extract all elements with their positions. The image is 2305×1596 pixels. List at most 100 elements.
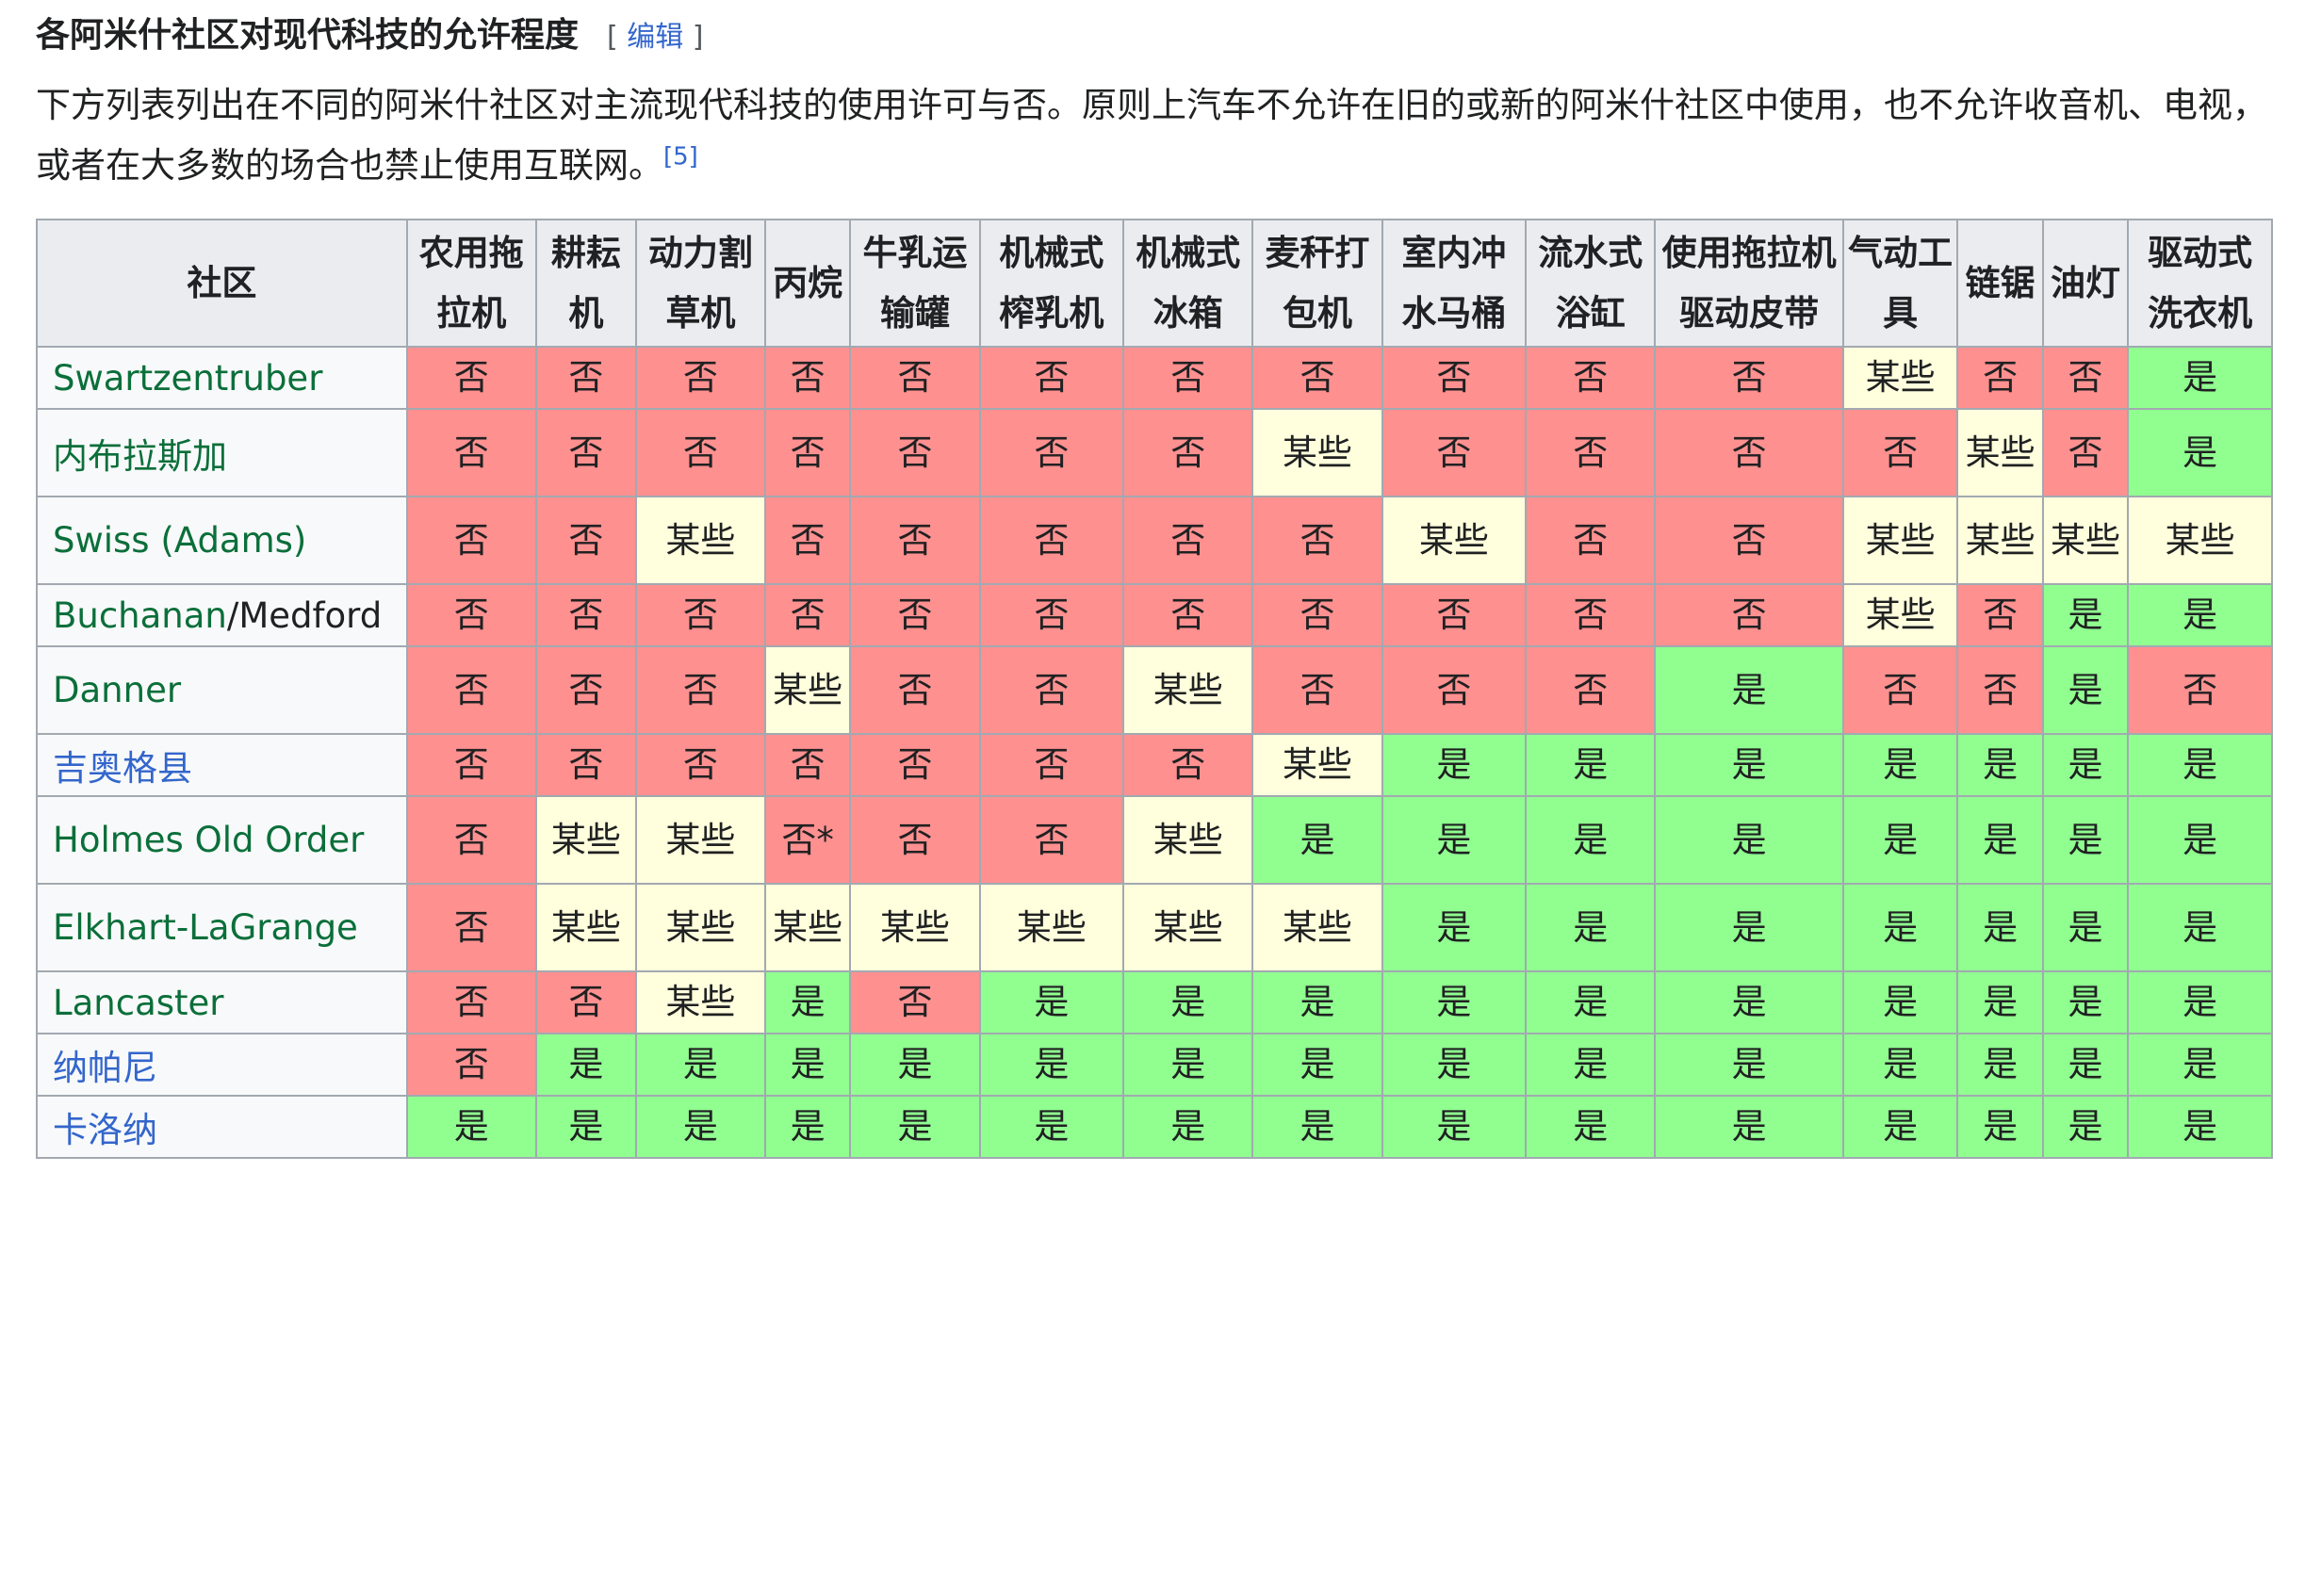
community-link[interactable]: Medford [238, 594, 383, 636]
table-cell: 某些 [1841, 583, 1959, 647]
table-cell: 是 [763, 1095, 852, 1159]
table-cell: 否 [763, 583, 852, 647]
table-cell: 是 [1525, 733, 1657, 797]
table-cell: 否 [634, 408, 766, 497]
table-cell: 否 [849, 733, 981, 797]
table-cell: 否 [1122, 346, 1254, 410]
row-header-community: Swiss (Adams) [36, 496, 408, 585]
table-cell: 否 [849, 645, 981, 735]
technology-table: 社区 农用拖拉机 耕耘机 动力割草机 丙烷 牛乳运输罐 机械式榨乳机 机械式冰箱 麦秆打包机室… [36, 219, 2273, 1159]
table-cell: 否 [1122, 583, 1254, 647]
community-link[interactable]: Elkhart-LaGrange [53, 907, 358, 948]
table-cell: 是 [1122, 1033, 1254, 1097]
column-header: 丙烷 [763, 219, 852, 348]
table-cell: 否 [534, 496, 637, 585]
table-header-row: 社区 农用拖拉机 耕耘机 动力割草机 丙烷 牛乳运输罐 机械式榨乳机 机械式冰箱 麦秆打包机室… [36, 219, 2273, 348]
table-cell: 是 [1841, 970, 1959, 1034]
table-cell: 是 [1525, 883, 1657, 972]
community-separator: / [226, 594, 239, 636]
column-header: 流水式浴缸 [1525, 219, 1657, 348]
table-cell: 是 [978, 1095, 1125, 1159]
column-header: 耕耘机 [534, 219, 637, 348]
table-cell: 是 [1654, 733, 1844, 797]
table-cell: 否 [849, 583, 981, 647]
table-cell: 否 [1525, 408, 1657, 497]
table-cell: 某些 [534, 883, 637, 972]
table-cell: 是 [2127, 1033, 2273, 1097]
table-cell: 是 [2127, 883, 2273, 972]
table-cell: 否 [1841, 408, 1959, 497]
table-cell: 否 [1654, 583, 1844, 647]
table-cell: 是 [763, 1033, 852, 1097]
table-cell: 某些 [2127, 496, 2273, 585]
article-section: 各阿米什社区对现代科技的允许程度 [ 编辑 ] 下方列表列出在不同的阿米什社区对… [36, 0, 2279, 1159]
community-link[interactable]: Swartzentruber [53, 357, 323, 399]
table-cell: 否 [1956, 645, 2044, 735]
community-link[interactable]: 内布拉斯加 [53, 435, 227, 477]
table-cell: 否 [849, 795, 981, 885]
table-cell: 是 [1654, 970, 1844, 1034]
table-cell: 否 [1251, 496, 1383, 585]
community-link[interactable]: Danner [53, 670, 182, 710]
table-cell: 否 [1251, 583, 1383, 647]
table-cell: 否 [1654, 346, 1844, 410]
table-cell: 否 [405, 583, 537, 647]
table-cell: 是 [1654, 645, 1844, 735]
table-cell: 否 [405, 645, 537, 735]
community-link[interactable]: Holmes Old Order [53, 820, 365, 860]
community-link[interactable]: Lancaster [53, 982, 224, 1023]
table-cell: 是 [1654, 795, 1844, 885]
table-cell: 否 [763, 496, 852, 585]
table-cell: 某些 [634, 970, 766, 1034]
table-cell: 是 [1381, 1095, 1528, 1159]
table-cell: 否 [405, 883, 537, 972]
table-cell: 否 [405, 795, 537, 885]
table-cell: 是 [1841, 883, 1959, 972]
table-cell: 否 [1381, 346, 1528, 410]
table-cell: 否 [534, 583, 637, 647]
table-body: Swartzentruber 否否否否否否否否否否否某些否否是内布拉斯加否否否否否… [36, 346, 2273, 1159]
table-cell: 某些 [1841, 496, 1959, 585]
table-cell: 是 [2127, 1095, 2273, 1159]
table-row: Lancaster 否否某些是否是是是是是是是是是是 [36, 970, 2273, 1034]
table-cell: 否 [763, 408, 852, 497]
table-row: Buchanan/Medford 否否否否否否否否否否否某些否是是 [36, 583, 2273, 647]
community-link[interactable]: 吉奥格县 [53, 748, 192, 789]
table-cell: 是 [2127, 346, 2273, 410]
table-cell: 是 [849, 1033, 981, 1097]
table-cell: 否 [1525, 583, 1657, 647]
table-cell: 是 [978, 970, 1125, 1034]
table-cell: 否 [1381, 583, 1528, 647]
table-cell: 某些 [1122, 645, 1254, 735]
table-cell: 否 [849, 346, 981, 410]
table-cell: 是 [849, 1095, 981, 1159]
community-link[interactable]: 纳帕尼 [53, 1048, 157, 1088]
table-cell: 否 [1654, 408, 1844, 497]
table-cell: 是 [1525, 1033, 1657, 1097]
table-cell: 是 [1956, 795, 2044, 885]
table-cell: 否 [405, 346, 537, 410]
row-header-community: 吉奥格县 [36, 733, 408, 797]
table-cell: 否 [978, 496, 1125, 585]
table-cell: 是 [2041, 970, 2130, 1034]
table-cell: 否 [1122, 496, 1254, 585]
table-cell: 是 [534, 1033, 637, 1097]
table-cell: 是 [2127, 408, 2273, 497]
community-link[interactable]: Buchanan [53, 594, 227, 636]
table-cell: 否 [405, 1033, 537, 1097]
table-row: Swiss (Adams) 否否某些否否否否否某些否否某些 某些 某些 某些 [36, 496, 2273, 585]
column-header: 气动工具 [1841, 219, 1959, 348]
community-link[interactable]: Swiss (Adams) [53, 520, 307, 561]
column-header: 机械式榨乳机 [978, 219, 1125, 348]
community-link[interactable]: 卡洛纳 [53, 1110, 157, 1150]
citation-link[interactable]: [5] [663, 142, 698, 171]
row-header-community: Lancaster [36, 970, 408, 1034]
table-cell: 否 [1122, 408, 1254, 497]
table-cell: 某些 [1122, 795, 1254, 885]
table-row: Elkhart-LaGrange 否某些 某些 某些 某些 某些 某些 某些是是是是是是是 [36, 883, 2273, 972]
edit-link[interactable]: 编辑 [627, 21, 684, 54]
table-cell: 否 [405, 408, 537, 497]
table-cell: 否 [534, 733, 637, 797]
edit-bracket-close: ] [683, 21, 704, 54]
table-cell: 否 [978, 408, 1125, 497]
